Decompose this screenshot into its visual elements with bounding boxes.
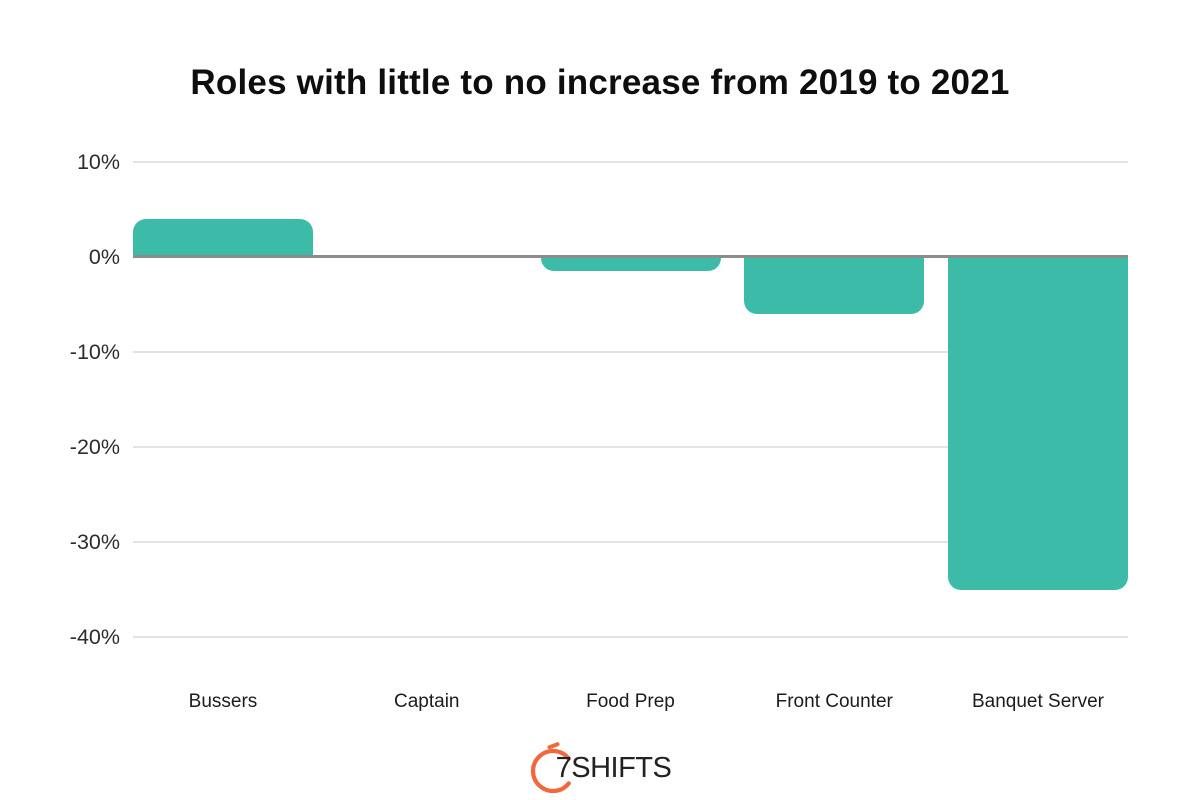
x-category-label-food-prep: Food Prep xyxy=(586,691,675,712)
y-tick-label--10: -10% xyxy=(69,340,120,364)
zero-axis-line xyxy=(133,255,1128,258)
bar-banquet-server xyxy=(948,257,1128,590)
logo-wordmark-seven: 7 xyxy=(555,752,572,784)
x-category-label-banquet-server: Banquet Server xyxy=(971,691,1105,712)
bar-bussers xyxy=(133,219,313,257)
logo-wordmark-shifts: SHIFTS xyxy=(571,752,672,784)
logo-wordmark: 7SHIFTS xyxy=(556,749,672,785)
chart-title: Roles with little to no increase from 20… xyxy=(190,63,1010,102)
y-tick-label-0: 0% xyxy=(88,245,120,269)
x-category-label-bussers: Bussers xyxy=(188,691,258,712)
gridline-10 xyxy=(133,161,1128,163)
y-tick-label--30: -30% xyxy=(69,530,120,554)
gridline--40 xyxy=(133,636,1128,638)
bar-food-prep xyxy=(540,257,721,272)
gridline--20 xyxy=(133,446,1128,448)
gridline--30 xyxy=(133,541,1128,543)
seven-shifts-logo: 7SHIFTS xyxy=(0,741,1200,793)
y-tick-label-10: 10% xyxy=(76,150,120,174)
stopwatch-icon xyxy=(530,742,571,793)
bar-front-counter xyxy=(744,257,925,314)
gridline--10 xyxy=(133,351,1128,353)
x-category-label-front-counter: Front Counter xyxy=(775,691,893,712)
y-tick-label--40: -40% xyxy=(69,625,120,649)
x-category-label-captain: Captain xyxy=(394,691,460,712)
y-tick-label--20: -20% xyxy=(69,435,120,459)
